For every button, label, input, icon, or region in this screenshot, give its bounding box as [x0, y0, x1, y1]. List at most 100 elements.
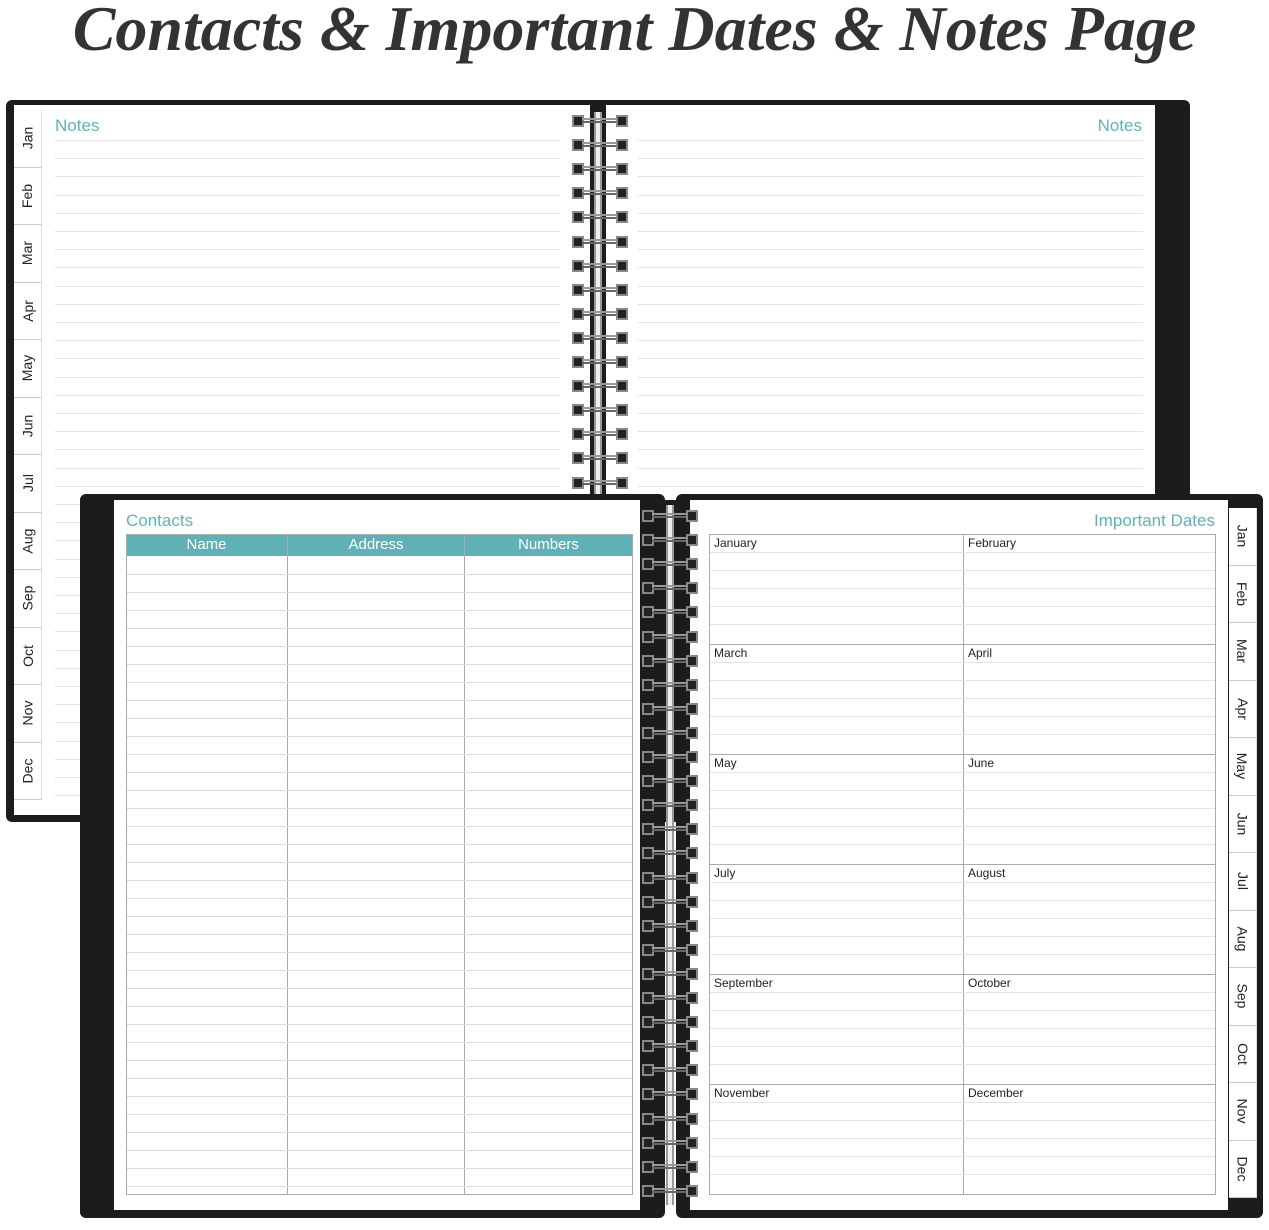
- spiral-ring: [642, 1016, 698, 1029]
- notes-line: [55, 467, 560, 469]
- month-tab-sep[interactable]: Sep: [1229, 968, 1257, 1026]
- contacts-row-line: [127, 988, 632, 989]
- tab-label: Oct: [1234, 1042, 1251, 1065]
- month-tab-jul[interactable]: Jul: [14, 455, 42, 513]
- month-tab-oct[interactable]: Oct: [14, 627, 42, 685]
- notes-line: [638, 413, 1143, 414]
- notes-line: [638, 249, 1143, 251]
- spiral-ring: [642, 992, 698, 1004]
- month-tab-jul[interactable]: Jul: [1229, 853, 1257, 911]
- month-label: March: [714, 646, 748, 660]
- month-tab-oct[interactable]: Oct: [1229, 1025, 1257, 1083]
- spiral-ring: [572, 380, 628, 393]
- contacts-row-line: [127, 952, 632, 953]
- contacts-row-line: [127, 1186, 632, 1187]
- notes-line: [55, 722, 80, 724]
- notes-line: [55, 303, 560, 305]
- notes-line: [55, 595, 80, 596]
- notes-line: [638, 231, 1143, 232]
- month-tab-jan[interactable]: Jan: [1229, 508, 1257, 566]
- dates-line: [710, 954, 1215, 955]
- contacts-row-line: [127, 700, 632, 701]
- month-tab-aug[interactable]: Aug: [14, 512, 42, 570]
- dates-line: [710, 992, 1215, 993]
- dates-line: [710, 772, 1215, 773]
- spiral-ring: [572, 428, 628, 441]
- month-tab-nov[interactable]: Nov: [14, 685, 42, 743]
- spiral-ring: [572, 139, 628, 152]
- month-tab-dec[interactable]: Dec: [14, 742, 42, 800]
- spiral-ring: [642, 510, 698, 522]
- contacts-row-line: [127, 898, 632, 899]
- notes-line: [638, 449, 1143, 451]
- month-label: October: [968, 976, 1011, 990]
- month-tab-dec[interactable]: Dec: [1229, 1140, 1257, 1198]
- notes-line: [638, 194, 1143, 196]
- dates-line: [710, 918, 1215, 919]
- tab-label: Feb: [19, 183, 36, 208]
- notes-line: [55, 285, 560, 287]
- dates-line: [710, 662, 1215, 663]
- contacts-row-line: [127, 754, 632, 755]
- spiral-ring: [642, 1088, 698, 1101]
- notes-line: [55, 649, 80, 651]
- contacts-row-line: [127, 574, 632, 575]
- spiral-ring: [642, 1112, 698, 1125]
- notes-line: [638, 340, 1143, 342]
- contacts-row-line: [127, 772, 632, 773]
- month-tab-mar[interactable]: Mar: [14, 225, 42, 283]
- notes-line: [55, 504, 80, 505]
- tab-label: Apr: [19, 299, 36, 322]
- month-tab-feb[interactable]: Feb: [1229, 565, 1257, 623]
- spiral-ring: [642, 678, 698, 691]
- notes-line: [638, 322, 1143, 323]
- month-tab-jun[interactable]: Jun: [1229, 795, 1257, 853]
- contacts-row-line: [127, 736, 632, 737]
- month-tab-jun[interactable]: Jun: [14, 397, 42, 455]
- month-tab-apr[interactable]: Apr: [1229, 680, 1257, 738]
- notes-line: [638, 376, 1143, 378]
- month-tab-mar[interactable]: Mar: [1229, 623, 1257, 681]
- month-tab-sep[interactable]: Sep: [14, 570, 42, 628]
- month-tab-aug[interactable]: Aug: [1229, 910, 1257, 968]
- dates-line: [710, 882, 1215, 883]
- column-header-numbers: Numbers: [465, 534, 632, 556]
- spiral-ring: [642, 1160, 698, 1173]
- month-label: April: [968, 646, 993, 660]
- dates-line: [710, 1138, 1215, 1139]
- notes-line: [55, 758, 80, 760]
- notes-line: [638, 140, 1143, 141]
- contacts-row-line: [127, 970, 632, 971]
- tab-label: Jul: [19, 474, 36, 493]
- dates-line: [710, 680, 1215, 681]
- month-label: November: [714, 1086, 770, 1100]
- spiral-ring: [642, 606, 698, 619]
- month-tab-apr[interactable]: Apr: [14, 282, 42, 340]
- spiral-ring: [642, 895, 698, 908]
- dates-line: [710, 1010, 1215, 1011]
- spiral-ring: [572, 356, 628, 368]
- tab-label: Jan: [19, 126, 36, 150]
- month-label: September: [714, 976, 773, 990]
- contacts-row-line: [127, 844, 632, 845]
- contacts-row-line: [127, 1042, 632, 1043]
- tab-label: Nov: [19, 700, 36, 726]
- contacts-row-line: [127, 916, 632, 917]
- month-tab-may[interactable]: May: [14, 340, 42, 398]
- month-label: January: [714, 536, 757, 550]
- contacts-table: [126, 534, 633, 1195]
- spiral-ring: [642, 967, 698, 980]
- spiral-ring: [642, 751, 698, 763]
- month-tab-nov[interactable]: Nov: [1229, 1083, 1257, 1141]
- tab-label: Mar: [1234, 639, 1251, 664]
- month-tab-feb[interactable]: Feb: [14, 167, 42, 225]
- month-tab-may[interactable]: May: [1229, 738, 1257, 796]
- spiral-ring: [642, 871, 698, 884]
- spiral-ring: [642, 726, 698, 739]
- notes-line: [55, 413, 560, 414]
- dates-line: [710, 716, 1215, 717]
- month-tab-jan[interactable]: Jan: [14, 110, 42, 168]
- contacts-row-line: [127, 628, 632, 629]
- spiral-ring: [642, 534, 698, 547]
- contacts-row-line: [127, 1096, 632, 1097]
